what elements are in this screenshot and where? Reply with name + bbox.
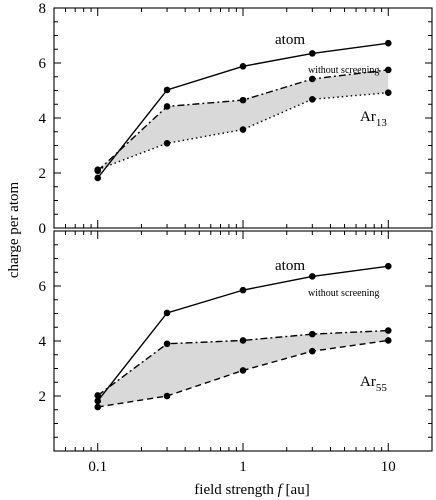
data-point-without-screening	[239, 96, 247, 104]
x-axis-label-prefix: field strength	[194, 482, 277, 498]
data-point-without-screening	[239, 337, 247, 344]
data-point-atom	[94, 174, 102, 182]
annotation-cluster-label: Ar13	[360, 109, 387, 129]
y-tick-label: 6	[39, 56, 47, 72]
panel-top: 0 2 4 6 8 atom without screening Ar13	[39, 1, 433, 237]
data-point-cluster	[384, 337, 392, 344]
panel-bottom: 2 4 6 atom without screening Ar55	[39, 230, 433, 452]
data-point-cluster	[309, 347, 316, 355]
data-point-atom	[94, 397, 102, 405]
y-tick-label: 0	[39, 221, 47, 237]
data-point-atom	[384, 39, 392, 47]
shaded-region	[97, 69, 389, 171]
data-point-without-screening	[94, 392, 102, 399]
x-axis-label: field strength f [au]	[194, 482, 309, 498]
data-point-without-screening	[309, 75, 316, 83]
data-point-atom	[309, 273, 316, 280]
cluster-label-subscript: 13	[376, 117, 388, 129]
data-point-cluster	[384, 89, 392, 96]
data-point-cluster	[163, 140, 171, 147]
annotation-without-screening: without screening	[308, 288, 379, 299]
data-point-without-screening	[384, 327, 392, 334]
y-tick-label: 6	[39, 279, 47, 295]
data-point-atom	[239, 286, 247, 294]
data-point-cluster	[239, 367, 247, 374]
y-tick-label: 8	[39, 1, 47, 17]
y-axis-label: charge per atom	[6, 181, 22, 278]
cluster-label-subscript: 55	[376, 382, 388, 394]
data-point-without-screening	[309, 330, 316, 338]
x-tick-label: 10	[381, 459, 396, 475]
data-point-without-screening	[163, 103, 171, 110]
data-point-cluster	[94, 403, 102, 411]
x-tick-label: 1	[239, 459, 247, 475]
annotation-atom: atom	[275, 32, 305, 48]
annotation-without-screening: without screening	[308, 65, 379, 76]
x-axis-label-symbol: f	[278, 482, 284, 498]
data-point-cluster	[94, 166, 102, 173]
annotation-cluster-label: Ar55	[360, 374, 387, 394]
data-point-atom	[384, 262, 392, 270]
data-point-atom	[239, 63, 247, 70]
data-point-cluster	[239, 126, 247, 133]
y-tick-label: 2	[39, 389, 47, 405]
cluster-label-base: Ar	[360, 374, 376, 390]
data-point-atom	[309, 50, 316, 57]
data-point-atom	[163, 309, 171, 317]
data-point-atom	[163, 86, 171, 94]
y-tick-label: 4	[39, 111, 47, 127]
cluster-label-base: Ar	[360, 109, 376, 125]
annotation-atom: atom	[275, 258, 305, 274]
data-point-cluster	[163, 392, 171, 400]
data-point-without-screening	[384, 66, 392, 74]
y-tick-label: 2	[39, 166, 47, 182]
data-point-cluster	[309, 96, 316, 103]
x-axis-label-unit: [au]	[282, 482, 310, 498]
x-tick-label: 0.1	[88, 459, 107, 475]
data-point-without-screening	[163, 340, 171, 348]
y-tick-label: 4	[39, 334, 47, 350]
series-line-cluster	[97, 92, 389, 171]
series-line-without-screening	[97, 329, 389, 397]
